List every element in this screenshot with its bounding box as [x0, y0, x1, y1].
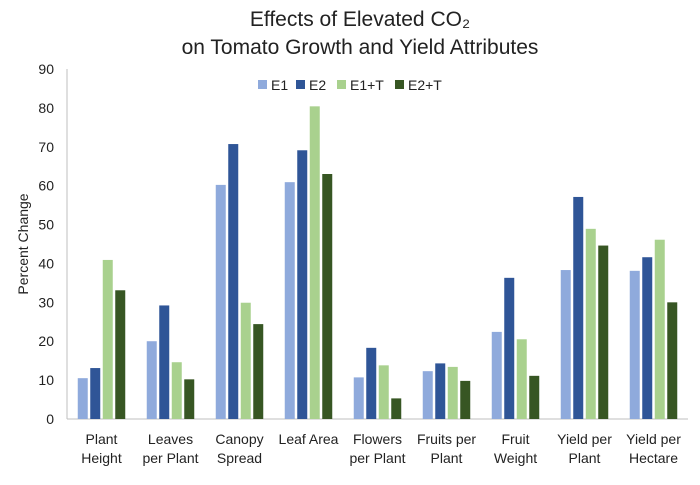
bar-e1-plus-t-3 [309, 106, 320, 419]
y-tick-label: 20 [38, 333, 54, 349]
bar-e1-plus-t-1 [171, 362, 182, 419]
x-category-label: Plant [86, 431, 118, 447]
bar-e1-8 [629, 270, 640, 419]
chart-title-line1: Effects of Elevated CO₂ [250, 8, 470, 31]
bar-e1-2 [215, 184, 226, 419]
bar-e2-plus-t-1 [184, 379, 195, 419]
bar-e1-plus-t-2 [240, 302, 251, 419]
legend: E1 E2 E1+T E2+T [258, 77, 442, 93]
x-category-label: Leaves [148, 431, 193, 447]
x-category-label: per Plant [142, 450, 198, 466]
bar-e2-7 [573, 196, 584, 419]
bar-e2-5 [435, 363, 446, 419]
legend-label-2: E1+T [350, 77, 384, 93]
y-tick-label: 60 [38, 178, 54, 194]
bar-e2-plus-t-7 [598, 245, 609, 419]
bar-e2-2 [228, 144, 239, 420]
bar-e2-plus-t-6 [529, 375, 540, 419]
bar-e1-1 [146, 341, 157, 419]
bar-e2-plus-t-3 [322, 174, 333, 419]
bars [77, 106, 678, 420]
bar-e1-plus-t-6 [516, 339, 527, 419]
x-category-label: Flowers [353, 431, 402, 447]
bar-e2-3 [297, 150, 308, 419]
x-category-label: Plant [569, 450, 601, 466]
bar-e2-plus-t-2 [253, 324, 264, 419]
y-axis-title: Percent Change [15, 193, 31, 294]
x-category-label: Leaf Area [279, 431, 339, 447]
bar-e1-4 [353, 377, 364, 419]
legend-label-1: E2 [309, 77, 326, 93]
x-category-label: Yield per [626, 431, 681, 447]
legend-label-0: E1 [271, 77, 288, 93]
legend-label-3: E2+T [408, 77, 442, 93]
x-category-label: Canopy [215, 431, 263, 447]
bar-e2-plus-t-0 [115, 290, 126, 419]
axes: 0 10 20 30 40 50 60 70 80 90 Plant Height Leaves per … [38, 61, 688, 466]
x-category-label: Fruit [502, 431, 530, 447]
bar-e1-7 [560, 270, 571, 419]
bar-e2-plus-t-4 [391, 398, 402, 419]
x-category-label: Height [81, 450, 122, 466]
bar-e2-6 [504, 277, 515, 419]
legend-swatch-2 [337, 80, 346, 89]
y-tick-label: 80 [38, 100, 54, 116]
x-category-label: Yield per [557, 431, 612, 447]
legend-swatch-0 [258, 80, 267, 89]
y-tick-label: 30 [38, 294, 54, 310]
bar-e2-0 [90, 368, 101, 419]
x-category-label: Spread [217, 450, 262, 466]
bar-e2-8 [642, 257, 653, 419]
chart-title-line2: on Tomato Growth and Yield Attributes [182, 36, 539, 59]
legend-swatch-3 [395, 80, 404, 89]
y-tick-label: 0 [46, 411, 54, 427]
bar-e1-5 [422, 371, 433, 419]
bar-e2-plus-t-8 [667, 302, 678, 419]
x-category-label: per Plant [349, 450, 405, 466]
x-category-label: Hectare [629, 450, 678, 466]
x-category-label: Fruits per [417, 431, 476, 447]
y-tick-label: 70 [38, 139, 54, 155]
y-tick-label: 50 [38, 217, 54, 233]
bar-e1-plus-t-8 [654, 239, 665, 419]
y-tick-label: 40 [38, 255, 54, 271]
bar-e1-plus-t-5 [447, 366, 458, 419]
x-category-label: Plant [431, 450, 463, 466]
bar-e1-plus-t-0 [102, 259, 113, 419]
bar-e2-4 [366, 347, 377, 419]
x-category-label: Weight [494, 450, 537, 466]
bar-e2-plus-t-5 [460, 380, 471, 419]
y-tick-label: 10 [38, 372, 54, 388]
bar-e2-1 [159, 305, 170, 419]
bar-e1-0 [77, 378, 88, 419]
bar-e1-plus-t-4 [378, 365, 389, 419]
y-tick-label: 90 [38, 61, 54, 77]
legend-swatch-1 [296, 80, 305, 89]
bar-e1-plus-t-7 [585, 228, 596, 419]
bar-e1-6 [491, 331, 502, 419]
bar-e1-3 [284, 182, 295, 419]
